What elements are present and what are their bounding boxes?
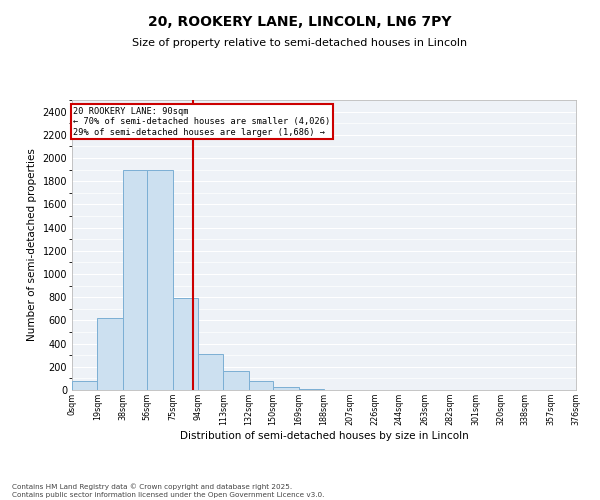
Bar: [123, 170, 147, 390]
X-axis label: Distribution of semi-detached houses by size in Lincoln: Distribution of semi-detached houses by …: [179, 431, 469, 441]
Y-axis label: Number of semi-detached properties: Number of semi-detached properties: [27, 148, 37, 342]
Bar: [273, 386, 299, 390]
Bar: [72, 382, 97, 390]
Bar: [97, 318, 123, 390]
Bar: [249, 382, 273, 390]
Bar: [198, 354, 223, 390]
Bar: [223, 372, 249, 390]
Text: 20 ROOKERY LANE: 90sqm
← 70% of semi-detached houses are smaller (4,026)
29% of : 20 ROOKERY LANE: 90sqm ← 70% of semi-det…: [73, 107, 331, 137]
Text: Contains HM Land Registry data © Crown copyright and database right 2025.
Contai: Contains HM Land Registry data © Crown c…: [12, 484, 325, 498]
Text: 20, ROOKERY LANE, LINCOLN, LN6 7PY: 20, ROOKERY LANE, LINCOLN, LN6 7PY: [148, 15, 452, 29]
Bar: [147, 170, 173, 390]
Text: Size of property relative to semi-detached houses in Lincoln: Size of property relative to semi-detach…: [133, 38, 467, 48]
Bar: [173, 298, 198, 390]
